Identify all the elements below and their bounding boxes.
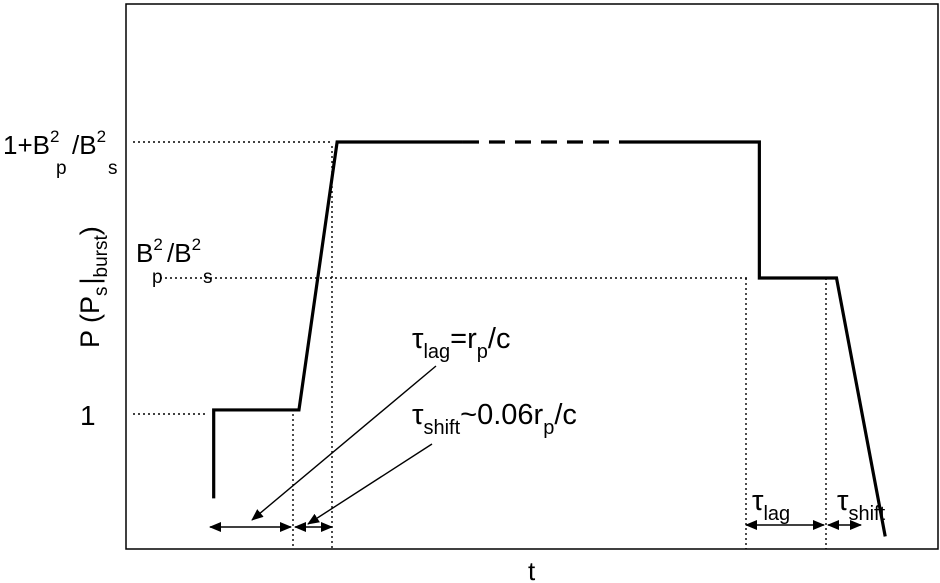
y-axis-label: P (Ps|burst) [75, 226, 112, 348]
svg-text:/B2: /B2 [72, 127, 106, 160]
svg-text:s: s [203, 267, 213, 288]
ytick-top: 1+B2 p /B2 s [3, 127, 118, 179]
svg-text:τlag: τlag [752, 485, 790, 525]
svg-text:p: p [152, 267, 163, 288]
svg-text:B2: B2 [136, 235, 163, 268]
x-axis-label: t [528, 556, 536, 583]
svg-text:/B2: /B2 [167, 235, 201, 268]
tau-lag-label: τlag=rp/c [412, 323, 510, 363]
svg-text:τlag=rp/c: τlag=rp/c [412, 323, 510, 363]
svg-text:p: p [56, 158, 67, 179]
svg-text:τshift~0.06rp/c: τshift~0.06rp/c [412, 399, 577, 439]
tau-shift-right-label: τshift [837, 485, 886, 525]
tau-shift-pointer-arrow [307, 443, 433, 525]
series-line-1 [212, 140, 463, 499]
ytick-ratio: B2 p /B2 s [136, 235, 213, 288]
series-group [212, 140, 887, 537]
svg-text:P (Ps|burst): P (Ps|burst) [75, 226, 112, 348]
tau-lag-right-label: τlag [752, 485, 790, 525]
svg-text:τshift: τshift [837, 485, 886, 525]
tau-shift-label: τshift~0.06rp/c [412, 399, 577, 439]
ytick-1: 1 [80, 400, 96, 431]
svg-text:s: s [108, 158, 118, 179]
series-line-3 [633, 140, 887, 537]
tau-lag-pointer-arrow [251, 365, 437, 521]
plot-frame [125, 3, 939, 550]
svg-text:1+B2: 1+B2 [3, 127, 59, 160]
